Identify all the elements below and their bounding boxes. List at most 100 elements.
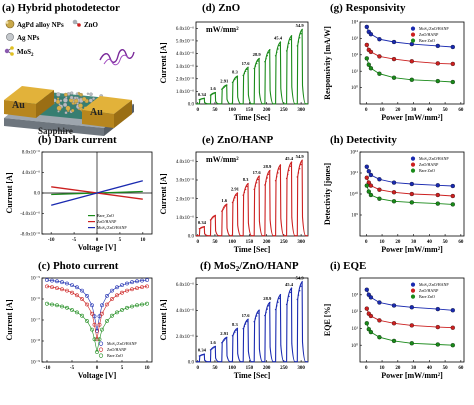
- y-tick-label-f: 0.0: [188, 361, 195, 366]
- mos2-molecule-icon: [4, 46, 14, 56]
- pulse-trace-e: [196, 159, 308, 237]
- peak-label-f: 17.6: [242, 313, 251, 318]
- x-tick-label-g: 20: [395, 108, 401, 113]
- peak-label-d: 1.6: [210, 86, 216, 91]
- data-point-g: [391, 39, 397, 45]
- ag-np-icon: [6, 33, 14, 41]
- nanoparticle-dot: [56, 105, 62, 111]
- data-point-c: [105, 293, 109, 298]
- au-electrode-left-side: [36, 90, 54, 118]
- nanoparticle-dot: [63, 97, 68, 103]
- data-point-c: [92, 337, 97, 342]
- data-point-c: [95, 350, 99, 354]
- x-tick-label-h: 50: [443, 240, 449, 245]
- pulse-marker-e: [235, 194, 237, 197]
- nanoparticle-dot: [86, 92, 90, 95]
- y-tick-label-i: 10²: [352, 309, 359, 315]
- panel-h-chart: 0 10 20 30 40 50 60 10¹² 10¹¹ 10¹⁰ 10⁹ Power [mW/mm…: [323, 150, 465, 254]
- x-axis-label-i: Power [mW/mm²]: [381, 371, 443, 380]
- data-point-c: [115, 310, 119, 315]
- x-tick-label-g: 40: [427, 108, 433, 113]
- data-point-c: [45, 301, 49, 306]
- y-tick-label-d: 3.0x10⁻⁶: [176, 64, 194, 70]
- nanoparticle-dot: [65, 96, 68, 99]
- data-point-h: [366, 169, 371, 174]
- legend-label-g: ZnO/HANP: [419, 32, 439, 37]
- pulse-marker-f: [221, 342, 223, 344]
- panel-b-title: (b) Dark current: [38, 134, 117, 146]
- pulse-marker-e: [233, 199, 235, 201]
- data-point-c: [105, 302, 109, 307]
- y-tick-label-b: 4.0x10⁻⁶: [22, 170, 40, 176]
- data-point-g: [409, 41, 414, 47]
- panel-d-title: (d) ZnO: [202, 2, 241, 14]
- pulse-marker-d: [212, 93, 214, 95]
- legend-agpd: AgPd alloy NPs: [17, 21, 64, 29]
- pulse-marker-e: [212, 217, 214, 219]
- pulse-marker-d: [247, 66, 249, 69]
- x-tick-label-i: 30: [411, 366, 417, 371]
- pulse-marker-d: [214, 91, 216, 94]
- pulse-marker-f: [222, 340, 224, 343]
- panel-g-title: (g) Responsivity: [330, 2, 406, 14]
- y-tick-label-g: 10²: [352, 52, 359, 58]
- data-point-i: [377, 318, 382, 323]
- substrate-front: [4, 118, 104, 136]
- data-point-h: [364, 175, 369, 180]
- data-point-c: [100, 311, 104, 316]
- panel-h-title: (h) Detectivity: [330, 134, 397, 146]
- x-axis-label-h: Power [mW/mm²]: [381, 245, 443, 254]
- nanoparticle-dot: [70, 91, 74, 95]
- data-point-i: [377, 335, 382, 340]
- y-tick-label-d: 5.0x10⁻⁶: [176, 39, 194, 45]
- data-point-c: [110, 297, 114, 301]
- data-point-g: [435, 78, 440, 84]
- peak-label-e: 1.6: [221, 198, 227, 203]
- pulse-marker-d: [276, 51, 278, 54]
- pulse-marker-f: [288, 295, 290, 298]
- panel-b-chart: -10 -5 0 5 10 8.0x10⁻⁶ 4.0x10⁻⁶ 0.0 -4.0x10⁻⁶ -8.…: [5, 150, 153, 252]
- x-axis-label-e: Time [Sec]: [234, 245, 271, 254]
- data-point-g: [450, 44, 455, 50]
- y-tick-label-i: 10¹: [352, 326, 359, 332]
- peak-label-d: 2.91: [220, 79, 229, 84]
- series-line-h: [366, 166, 453, 187]
- x-tick-label-h: 0: [365, 240, 368, 245]
- data-point-h: [377, 187, 382, 192]
- y-tick-label-g: 10³: [352, 36, 359, 42]
- plot-frame-c: [41, 277, 153, 363]
- x-tick-label-d: 300: [297, 108, 305, 113]
- pulse-marker-d: [301, 28, 303, 31]
- y-tick-label-f: 6.0x10⁻⁶: [176, 282, 194, 288]
- x-tick-label-c: 10: [145, 366, 151, 371]
- pulse-marker-d: [234, 78, 236, 81]
- data-point-c: [55, 303, 59, 308]
- pulse-marker-f: [299, 290, 301, 292]
- data-point-h: [435, 183, 440, 188]
- pulse-marker-d: [253, 67, 255, 70]
- data-point-h: [377, 177, 382, 182]
- pulse-marker-d: [288, 42, 290, 45]
- nanoparticle-dot: [65, 105, 71, 111]
- au-electrode-left-top: [4, 86, 54, 104]
- pulse-marker-d: [236, 75, 239, 77]
- pulse-marker-d: [266, 55, 268, 57]
- nanoparticle-dot: [78, 93, 82, 97]
- y-tick-label-h: 10¹¹: [350, 171, 358, 177]
- x-axis-label-f: Time [Sec]: [234, 371, 271, 380]
- y-tick-label-d: 4.0x10⁻⁶: [176, 51, 194, 57]
- pulse-marker-f: [224, 338, 227, 340]
- data-point-i: [368, 313, 374, 319]
- data-point-c: [60, 287, 64, 292]
- pulse-marker-d: [223, 86, 225, 88]
- pulse-marker-f: [202, 354, 204, 356]
- pulse-marker-d: [257, 60, 259, 62]
- data-point-c: [145, 301, 149, 306]
- y-tick-label-h: 10¹²: [350, 150, 358, 156]
- data-point-c: [80, 313, 84, 318]
- data-point-c: [55, 286, 59, 291]
- y-tick-label-e: 0.0: [188, 235, 195, 240]
- pulse-marker-e: [256, 182, 258, 184]
- pulse-marker-e: [247, 183, 249, 185]
